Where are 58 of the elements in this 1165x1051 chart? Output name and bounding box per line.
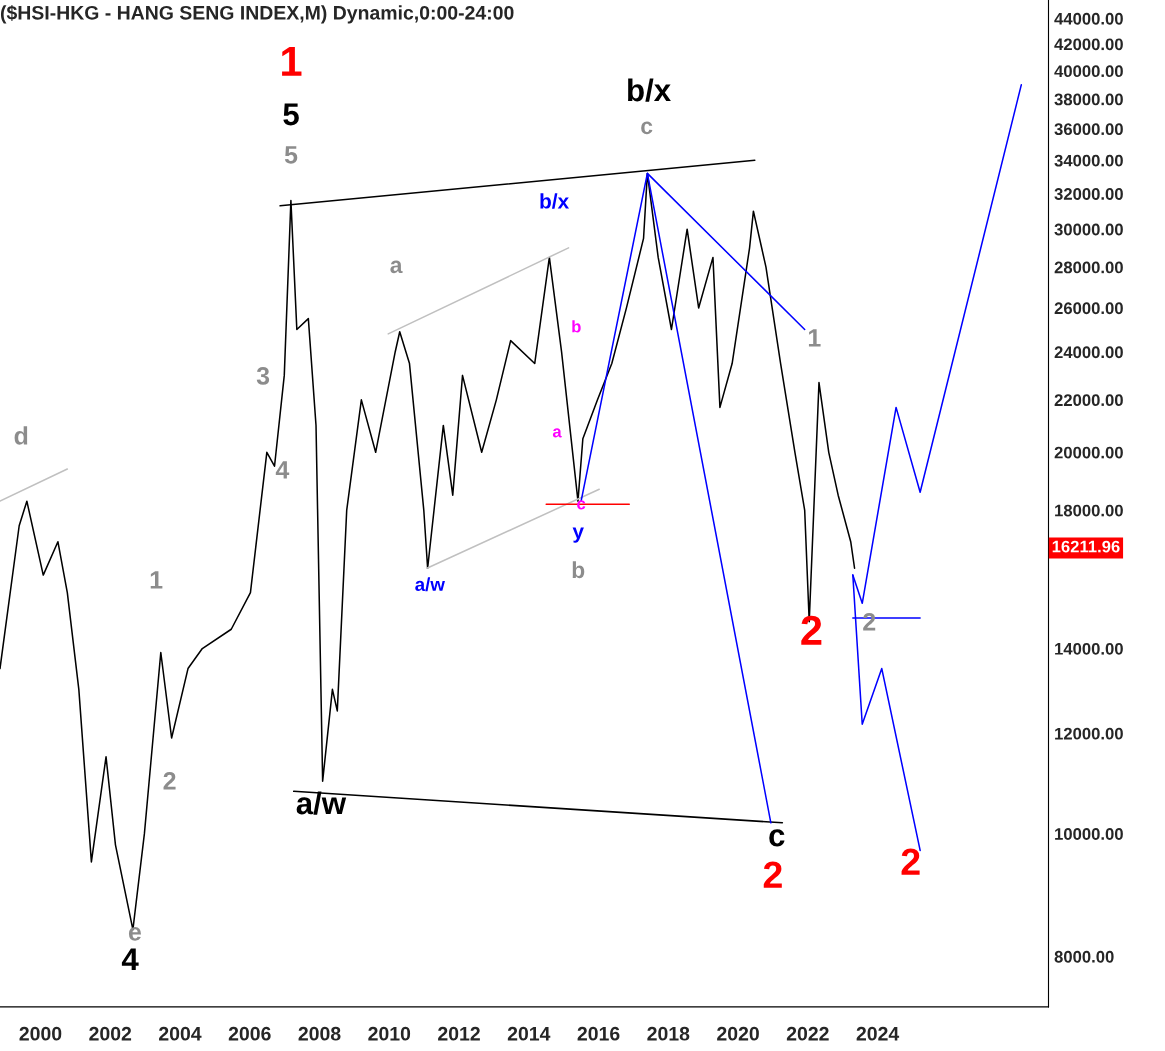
y-tick-label: 22000.00 xyxy=(1054,394,1123,407)
annotation: a xyxy=(552,428,562,438)
annotation: e xyxy=(128,927,142,941)
x-tick-label: 2024 xyxy=(856,1026,900,1041)
x-tick-label: 2016 xyxy=(577,1026,620,1041)
y-tick-label: 18000.00 xyxy=(1055,504,1123,517)
annotation: c xyxy=(641,121,653,135)
x-tick-label: 2002 xyxy=(89,1026,132,1041)
annotation: 1 xyxy=(282,47,302,76)
annotation: 1 xyxy=(808,329,821,347)
chart-title: ($HSI-HKG - HANG SENG INDEX,M) Dynamic,0:00-24:00 xyxy=(0,5,514,24)
y-tick-label: 24000.00 xyxy=(1054,346,1123,359)
y-tick-label: 14000.00 xyxy=(1055,642,1123,655)
y-tick-label: 34000.00 xyxy=(1054,154,1123,167)
annotation: 2 xyxy=(763,861,782,888)
annotation: b xyxy=(572,320,581,333)
x-tick-label: 2018 xyxy=(647,1026,690,1041)
annotation: 2 xyxy=(163,772,176,790)
annotation: a xyxy=(390,260,403,274)
y-tick-label: 36000.00 xyxy=(1054,123,1123,136)
y-tick-label: 44000.00 xyxy=(1054,12,1123,25)
annotation: 5 xyxy=(284,146,298,164)
annotation: 2 xyxy=(901,848,920,875)
annotation: 5 xyxy=(283,103,299,126)
x-tick-label: 2012 xyxy=(438,1026,480,1041)
annotation: a/w xyxy=(415,577,445,592)
text: 16211.96 xyxy=(1052,540,1120,553)
annotation: 1 xyxy=(150,571,163,589)
x-tick-label: 2000 xyxy=(19,1026,62,1041)
x-tick-label: 2008 xyxy=(298,1026,341,1041)
y-tick-label: 8000.00 xyxy=(1054,950,1114,963)
annotation: b/x xyxy=(540,193,570,209)
y-tick-label: 42000.00 xyxy=(1054,38,1123,51)
y-tick-label: 38000.00 xyxy=(1054,93,1123,106)
annotation: 4 xyxy=(275,461,290,479)
annotation: y xyxy=(572,527,584,543)
annotation: a/w xyxy=(296,791,347,815)
x-tick-label: 2020 xyxy=(717,1026,759,1041)
y-tick-label: 26000.00 xyxy=(1054,302,1123,315)
y-tick-label: 12000.00 xyxy=(1055,727,1123,740)
y-tick-label: 40000.00 xyxy=(1054,65,1123,78)
y-tick-label: 28000.00 xyxy=(1054,261,1123,274)
annotation: b xyxy=(572,561,585,579)
x-tick-label: 2004 xyxy=(159,1026,202,1041)
y-tick-label: 20000.00 xyxy=(1054,446,1123,459)
annotation: 2 xyxy=(801,615,822,645)
annotation: c xyxy=(769,829,785,847)
annotation: d xyxy=(14,426,28,445)
annotation: b/x xyxy=(628,78,671,102)
annotation: 3 xyxy=(256,367,270,385)
x-tick-label: 2010 xyxy=(368,1026,411,1041)
y-tick-label: 32000.00 xyxy=(1054,188,1123,200)
annotation: 4 xyxy=(121,948,139,971)
x-tick-label: 2022 xyxy=(786,1026,829,1041)
x-tick-label: 2006 xyxy=(228,1026,271,1041)
x-tick-label: 2014 xyxy=(507,1026,551,1041)
y-tick-label: 30000.00 xyxy=(1054,223,1123,236)
y-tick-label: 10000.00 xyxy=(1055,828,1123,840)
